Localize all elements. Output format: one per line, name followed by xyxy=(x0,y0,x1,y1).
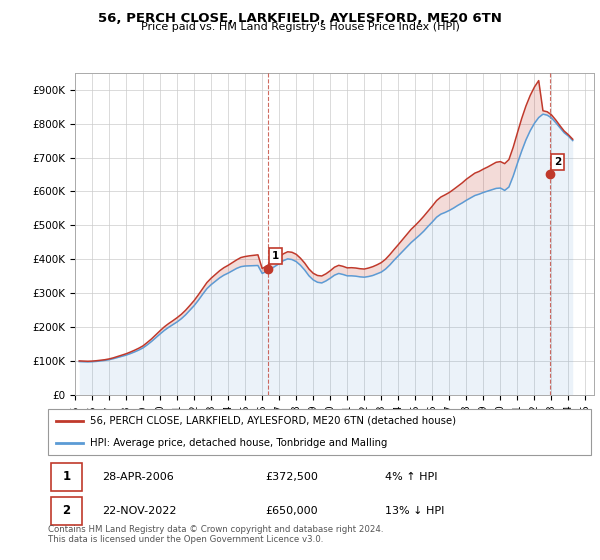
Text: 22-NOV-2022: 22-NOV-2022 xyxy=(103,506,177,516)
Text: 2: 2 xyxy=(554,157,561,167)
Text: 4% ↑ HPI: 4% ↑ HPI xyxy=(385,472,437,482)
FancyBboxPatch shape xyxy=(51,463,82,491)
Text: Price paid vs. HM Land Registry's House Price Index (HPI): Price paid vs. HM Land Registry's House … xyxy=(140,22,460,32)
Text: 1: 1 xyxy=(272,251,279,261)
Text: 28-APR-2006: 28-APR-2006 xyxy=(103,472,174,482)
Text: 1: 1 xyxy=(62,470,71,483)
Text: 56, PERCH CLOSE, LARKFIELD, AYLESFORD, ME20 6TN (detached house): 56, PERCH CLOSE, LARKFIELD, AYLESFORD, M… xyxy=(91,416,457,426)
FancyBboxPatch shape xyxy=(51,497,82,525)
Text: 13% ↓ HPI: 13% ↓ HPI xyxy=(385,506,444,516)
Text: 56, PERCH CLOSE, LARKFIELD, AYLESFORD, ME20 6TN: 56, PERCH CLOSE, LARKFIELD, AYLESFORD, M… xyxy=(98,12,502,25)
Text: 2: 2 xyxy=(62,504,71,517)
Text: £650,000: £650,000 xyxy=(265,506,318,516)
FancyBboxPatch shape xyxy=(48,409,591,455)
Text: £372,500: £372,500 xyxy=(265,472,318,482)
Text: HPI: Average price, detached house, Tonbridge and Malling: HPI: Average price, detached house, Tonb… xyxy=(91,438,388,448)
Text: Contains HM Land Registry data © Crown copyright and database right 2024.
This d: Contains HM Land Registry data © Crown c… xyxy=(48,525,383,544)
